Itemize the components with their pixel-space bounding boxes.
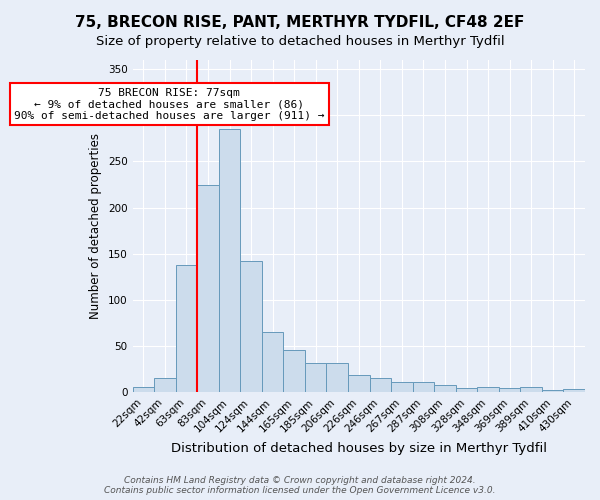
Bar — [154, 378, 176, 392]
Bar — [520, 388, 542, 392]
Bar — [262, 332, 283, 392]
Bar — [133, 388, 154, 392]
Text: Size of property relative to detached houses in Merthyr Tydfil: Size of property relative to detached ho… — [95, 35, 505, 48]
Bar — [305, 364, 326, 392]
Bar — [283, 350, 305, 392]
Bar — [542, 390, 563, 392]
Bar — [499, 388, 520, 392]
Bar — [326, 364, 348, 392]
Text: Contains HM Land Registry data © Crown copyright and database right 2024.
Contai: Contains HM Land Registry data © Crown c… — [104, 476, 496, 495]
Bar — [477, 388, 499, 392]
Bar — [563, 389, 585, 392]
Y-axis label: Number of detached properties: Number of detached properties — [89, 133, 103, 319]
Text: 75, BRECON RISE, PANT, MERTHYR TYDFIL, CF48 2EF: 75, BRECON RISE, PANT, MERTHYR TYDFIL, C… — [76, 15, 524, 30]
Bar — [391, 382, 413, 392]
Text: 75 BRECON RISE: 77sqm
← 9% of detached houses are smaller (86)
90% of semi-detac: 75 BRECON RISE: 77sqm ← 9% of detached h… — [14, 88, 325, 121]
Bar — [176, 264, 197, 392]
Bar — [370, 378, 391, 392]
Bar — [413, 382, 434, 392]
Bar — [241, 261, 262, 392]
Bar — [434, 384, 456, 392]
Bar — [219, 129, 241, 392]
X-axis label: Distribution of detached houses by size in Merthyr Tydfil: Distribution of detached houses by size … — [171, 442, 547, 455]
Bar — [348, 376, 370, 392]
Bar — [197, 186, 219, 392]
Bar — [456, 388, 477, 392]
